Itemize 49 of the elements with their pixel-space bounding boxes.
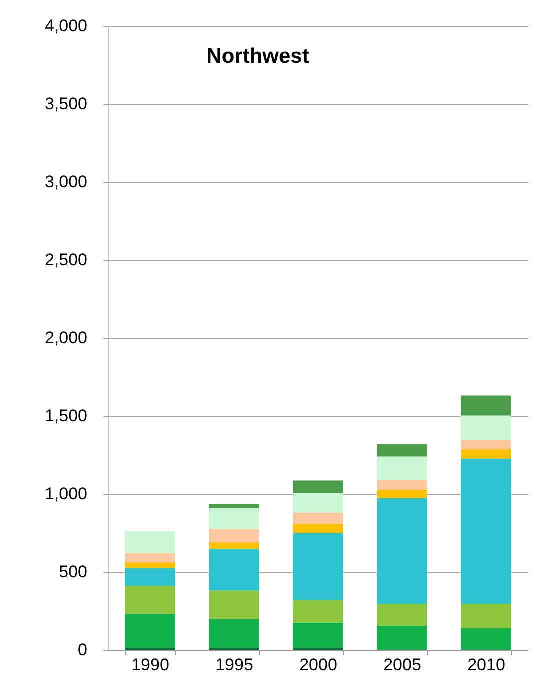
bar — [377, 498, 427, 604]
bar — [293, 533, 343, 600]
bar — [293, 480, 343, 494]
bar — [461, 416, 511, 440]
y-tick-label: 3,500 — [44, 94, 88, 114]
bar — [461, 628, 511, 650]
bar — [209, 542, 259, 550]
bar — [293, 524, 343, 534]
bar — [209, 504, 259, 508]
y-tick-label: 1,000 — [44, 484, 88, 504]
bar — [461, 459, 511, 604]
x-tick-label: 1995 — [216, 656, 254, 674]
bar — [461, 396, 511, 416]
bar — [377, 604, 427, 626]
bar — [377, 456, 427, 480]
x-tick-label: 2000 — [300, 656, 338, 674]
bar — [209, 529, 259, 543]
bar — [377, 444, 427, 457]
bar — [293, 600, 343, 623]
bar — [209, 549, 259, 591]
y-tick-label: 4,000 — [44, 16, 88, 36]
y-tick-label: 2,500 — [44, 250, 88, 270]
bar — [125, 568, 175, 586]
bar — [293, 512, 343, 524]
bar — [461, 449, 511, 460]
bar — [125, 614, 175, 648]
bar — [125, 562, 175, 568]
bar — [125, 531, 175, 554]
bar — [293, 493, 343, 513]
y-tick-label: 1,500 — [44, 406, 88, 426]
bar — [125, 553, 175, 563]
bar — [125, 586, 175, 614]
bar — [461, 604, 511, 628]
y-tick-label: 500 — [59, 562, 88, 582]
bar — [209, 590, 259, 620]
bar — [377, 490, 427, 498]
x-tick-label: 1990 — [132, 656, 170, 674]
x-tick-label: 2010 — [468, 656, 506, 674]
y-tick-label: 2,000 — [44, 328, 88, 348]
y-tick-label: 3,000 — [44, 172, 88, 192]
bar — [209, 508, 259, 530]
text: Northwest — [206, 45, 310, 68]
bar — [209, 619, 259, 648]
bar — [293, 622, 343, 648]
bar — [377, 480, 427, 490]
bar — [461, 440, 511, 450]
bar — [377, 626, 427, 650]
y-tick-label: 0 — [78, 640, 88, 660]
x-tick-label: 2005 — [384, 656, 422, 674]
